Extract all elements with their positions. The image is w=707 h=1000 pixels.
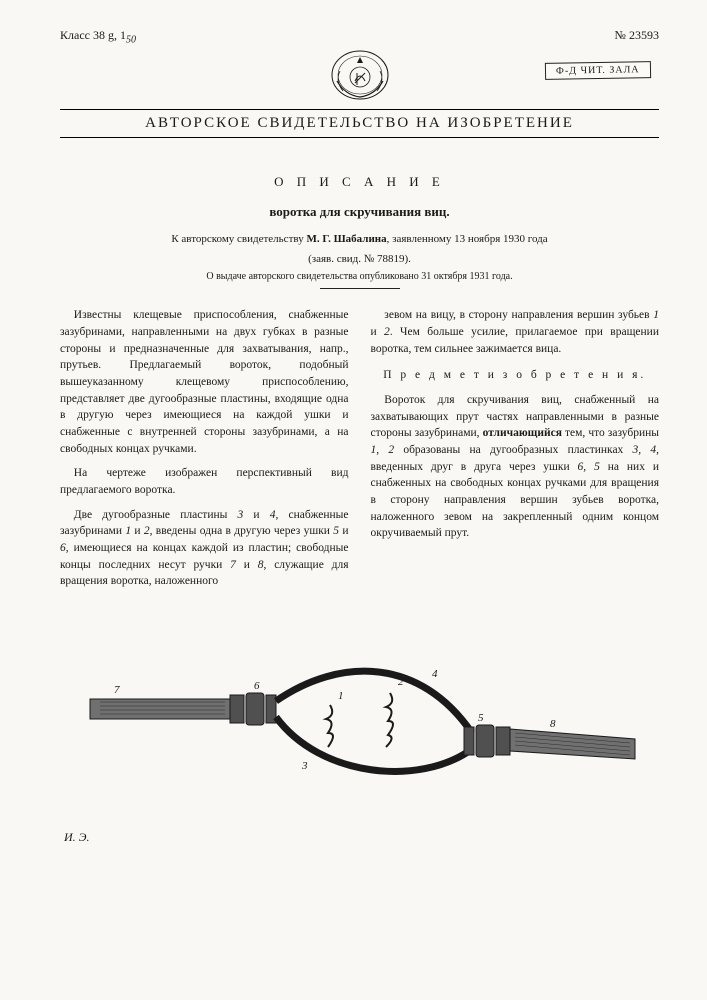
right-column: зевом на вицу, в сторону направления вер…: [371, 307, 660, 598]
divider: [320, 288, 400, 289]
fig-label: 6: [254, 680, 260, 692]
class-label: Класс 38 g, 150: [60, 28, 136, 45]
fig-label: 4: [432, 668, 438, 680]
para: На чертеже изображен перспективный вид п…: [60, 465, 349, 498]
handle-left-icon: [90, 699, 230, 719]
claims-heading: П р е д м е т и з о б р е т е н и я.: [371, 367, 660, 384]
attribution-line-1: К авторскому свидетельству М. Г. Шабалин…: [60, 232, 659, 247]
fig-label: 7: [114, 684, 120, 696]
fig-label: 2: [398, 676, 404, 688]
fig-label: 1: [338, 690, 344, 702]
para: Две дугообразные пластины 3 и 4, снабжен…: [60, 507, 349, 590]
claim-para: Вороток для скручивания виц, снабжен­ный…: [371, 392, 660, 542]
library-stamp: Ф-Д ЧИТ. ЗАЛА: [545, 61, 651, 80]
signature: И. Э.: [64, 830, 659, 845]
body-columns: Известны клещевые приспособления, снабже…: [60, 307, 659, 598]
handle-right-icon: [510, 729, 635, 759]
fig-label: 5: [478, 712, 484, 724]
para: зевом на вицу, в сторону направления вер…: [371, 307, 660, 357]
patent-figure: 1 2 3 4 5 6 7 8: [60, 622, 659, 812]
para: Известны клещевые приспособления, снабже…: [60, 307, 349, 457]
invention-subtitle: воротка для скручивания виц.: [60, 204, 659, 220]
description-heading: О П И С А Н И Е: [60, 174, 659, 190]
attribution-line-2: (заяв. свид. № 78819).: [60, 252, 659, 267]
fig-label: 3: [301, 760, 308, 772]
patent-page: Класс 38 g, 150 № 23593 Ф-Д ЧИТ. ЗАЛА АВ…: [0, 0, 707, 1000]
fig-label: 8: [550, 718, 556, 730]
left-column: Известны клещевые приспособления, снабже…: [60, 307, 349, 598]
publication-note: О выдаче авторского свидетельства опубли…: [60, 271, 659, 282]
doc-number: № 23593: [615, 28, 659, 43]
document-title-banner: АВТОРСКОЕ СВИДЕТЕЛЬСТВО НА ИЗОБРЕТЕНИЕ: [60, 109, 659, 138]
